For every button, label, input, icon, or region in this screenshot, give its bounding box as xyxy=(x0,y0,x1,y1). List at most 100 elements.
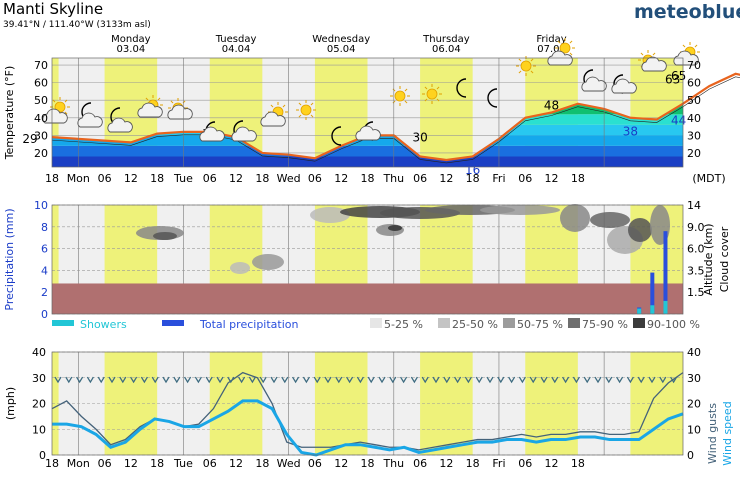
wind-x-tick: 12 xyxy=(334,457,348,470)
wind-direction-arrow xyxy=(248,376,256,384)
temperature-x-tick: 18 xyxy=(255,172,269,185)
wind-direction-arrow xyxy=(659,376,667,384)
wind-direction-arrow xyxy=(583,376,591,384)
cloud-legend-swatch xyxy=(503,318,515,328)
wind-direction-arrow xyxy=(540,376,548,384)
wind-direction-arrow xyxy=(508,376,516,384)
wind-direction-arrow xyxy=(605,376,613,384)
wind-direction-arrow xyxy=(335,376,343,384)
wind-direction-arrow xyxy=(378,376,386,384)
temperature-tick-left: 70 xyxy=(34,59,48,72)
day-name: Wednesday xyxy=(312,34,370,45)
day-band xyxy=(52,205,59,314)
wind-x-tick: 06 xyxy=(308,457,322,470)
altitude-tick: 9.0 xyxy=(687,221,705,234)
wind-direction-arrow xyxy=(65,376,73,384)
wind-x-tick: 18 xyxy=(255,457,269,470)
temperature-label: 44 xyxy=(671,114,686,128)
panel-border xyxy=(51,204,684,315)
showers-legend-swatch xyxy=(52,320,74,326)
wind-x-tick: 18 xyxy=(466,457,480,470)
precipitation-tick: 8 xyxy=(41,221,48,234)
sun-icon xyxy=(390,86,410,106)
temperature-x-tick: 06 xyxy=(203,172,217,185)
temperature-label: 29 xyxy=(22,132,37,146)
cloud-icon xyxy=(641,56,667,72)
temperature-x-tick: 12 xyxy=(334,172,348,185)
cloud-icon xyxy=(581,76,607,92)
wind-direction-arrow xyxy=(108,376,116,384)
wind-x-tick: 18 xyxy=(361,457,375,470)
wind-direction-arrow xyxy=(529,376,537,384)
cloud-cover-blob xyxy=(480,205,560,215)
cloud-legend-label: 75-90 % xyxy=(582,318,628,331)
wind-direction-arrow xyxy=(130,376,138,384)
temperature-fill-band xyxy=(542,103,683,115)
cloud-cover-blob xyxy=(388,225,402,231)
total-precipitation-bar xyxy=(650,272,655,314)
wind-tick-right: 10 xyxy=(687,423,701,436)
wind-tick-left: 40 xyxy=(32,346,46,359)
precipitation-tick: 0 xyxy=(41,308,48,321)
sun-icon xyxy=(516,56,536,76)
cloud-icon xyxy=(673,50,699,66)
wind-tick-left: 0 xyxy=(39,449,46,462)
day-band xyxy=(52,352,59,455)
wind-x-tick: 06 xyxy=(203,457,217,470)
precipitation-tick: 10 xyxy=(34,199,48,212)
wind-direction-arrow xyxy=(637,376,645,384)
wind-x-tick: 06 xyxy=(413,457,427,470)
wind-direction-arrow xyxy=(86,376,94,384)
wind-x-tick: Tue xyxy=(173,457,193,470)
wind-direction-arrow xyxy=(356,376,364,384)
cloud-icon xyxy=(137,102,163,118)
wind-direction-arrow xyxy=(173,376,181,384)
cloud-legend-swatch xyxy=(438,318,450,328)
day-date: 06.04 xyxy=(432,44,461,55)
brand-logo: meteoblue xyxy=(634,1,740,23)
temperature-fill-band xyxy=(516,114,683,125)
wind-direction-arrow xyxy=(367,376,375,384)
wind-direction-arrow xyxy=(551,376,559,384)
cloud-cover-blob xyxy=(252,254,284,270)
cloud-cover-axis-label: Cloud cover xyxy=(718,226,731,292)
wind-direction-arrow xyxy=(421,376,429,384)
wind-tick-right: 30 xyxy=(687,372,701,385)
temperature-tick-right: 60 xyxy=(687,77,701,90)
temperature-x-tick: 06 xyxy=(98,172,112,185)
wind-direction-arrow xyxy=(259,376,267,384)
temperature-label: 38 xyxy=(623,124,638,138)
wind-direction-arrow xyxy=(302,376,310,384)
moon-icon xyxy=(456,78,467,98)
wind-direction-arrow xyxy=(216,376,224,384)
day-name: Tuesday xyxy=(215,34,257,45)
wind-direction-arrow xyxy=(626,376,634,384)
sun-icon xyxy=(422,84,442,104)
wind-direction-arrow xyxy=(410,376,418,384)
day-date: 04.04 xyxy=(222,44,251,55)
altitude-axis-label: Altitude (km) xyxy=(702,223,715,295)
temperature-x-tick: 12 xyxy=(229,172,243,185)
temperature-x-tick: 12 xyxy=(439,172,453,185)
showers-bar xyxy=(650,305,655,314)
wind-x-tick: Mon xyxy=(67,457,90,470)
wind-direction-arrow xyxy=(76,376,84,384)
cloud-icon xyxy=(107,117,133,133)
wind-direction-arrow xyxy=(432,376,440,384)
cloud-legend-swatch xyxy=(568,318,580,328)
wind-x-tick: Fri xyxy=(492,457,505,470)
wind-direction-arrow xyxy=(346,376,354,384)
cloud-cover-blob xyxy=(560,204,590,232)
cloud-icon xyxy=(355,125,381,141)
cloud-icon xyxy=(42,108,68,124)
wind-x-tick: 12 xyxy=(545,457,559,470)
temperature-x-tick: 18 xyxy=(571,172,585,185)
temperature-tick-right: 50 xyxy=(687,94,701,107)
wind-direction-arrow xyxy=(227,376,235,384)
wind-x-tick: 06 xyxy=(518,457,532,470)
temperature-fill-band xyxy=(52,156,683,167)
wind-direction-arrow xyxy=(475,376,483,384)
day-band xyxy=(420,58,473,167)
location-title: Manti Skyline xyxy=(3,0,103,18)
altitude-tick: 6.0 xyxy=(687,243,705,256)
